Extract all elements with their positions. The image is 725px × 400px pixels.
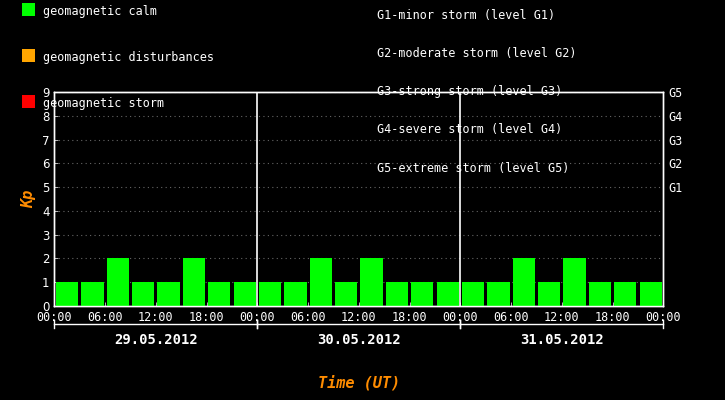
Text: G4-severe storm (level G4): G4-severe storm (level G4) — [377, 124, 563, 136]
Text: 30.05.2012: 30.05.2012 — [317, 333, 401, 347]
Bar — [233, 282, 256, 306]
Bar — [284, 282, 307, 306]
Text: geomagnetic storm: geomagnetic storm — [44, 98, 165, 110]
Text: G3-strong storm (level G3): G3-strong storm (level G3) — [377, 86, 563, 98]
Bar — [538, 282, 560, 306]
Bar — [563, 258, 586, 306]
Bar — [183, 258, 205, 306]
Bar — [335, 282, 357, 306]
Y-axis label: Kp: Kp — [22, 190, 36, 208]
Bar — [208, 282, 231, 306]
Bar — [157, 282, 180, 306]
Bar — [436, 282, 459, 306]
Bar — [411, 282, 434, 306]
Bar — [360, 258, 383, 306]
Bar — [310, 258, 332, 306]
Text: geomagnetic disturbances: geomagnetic disturbances — [44, 52, 215, 64]
Bar — [589, 282, 611, 306]
Bar — [81, 282, 104, 306]
Bar — [639, 282, 662, 306]
Text: G5-extreme storm (level G5): G5-extreme storm (level G5) — [377, 162, 569, 174]
Bar — [487, 282, 510, 306]
Text: 29.05.2012: 29.05.2012 — [114, 333, 198, 347]
Bar — [614, 282, 637, 306]
Text: 31.05.2012: 31.05.2012 — [520, 333, 604, 347]
Bar — [259, 282, 281, 306]
Text: G2-moderate storm (level G2): G2-moderate storm (level G2) — [377, 48, 576, 60]
Bar — [462, 282, 484, 306]
Text: G1-minor storm (level G1): G1-minor storm (level G1) — [377, 10, 555, 22]
Text: geomagnetic calm: geomagnetic calm — [44, 6, 157, 18]
Bar — [56, 282, 78, 306]
Bar — [107, 258, 129, 306]
Bar — [513, 258, 535, 306]
Bar — [132, 282, 154, 306]
Text: Time (UT): Time (UT) — [318, 374, 400, 390]
Bar — [386, 282, 408, 306]
